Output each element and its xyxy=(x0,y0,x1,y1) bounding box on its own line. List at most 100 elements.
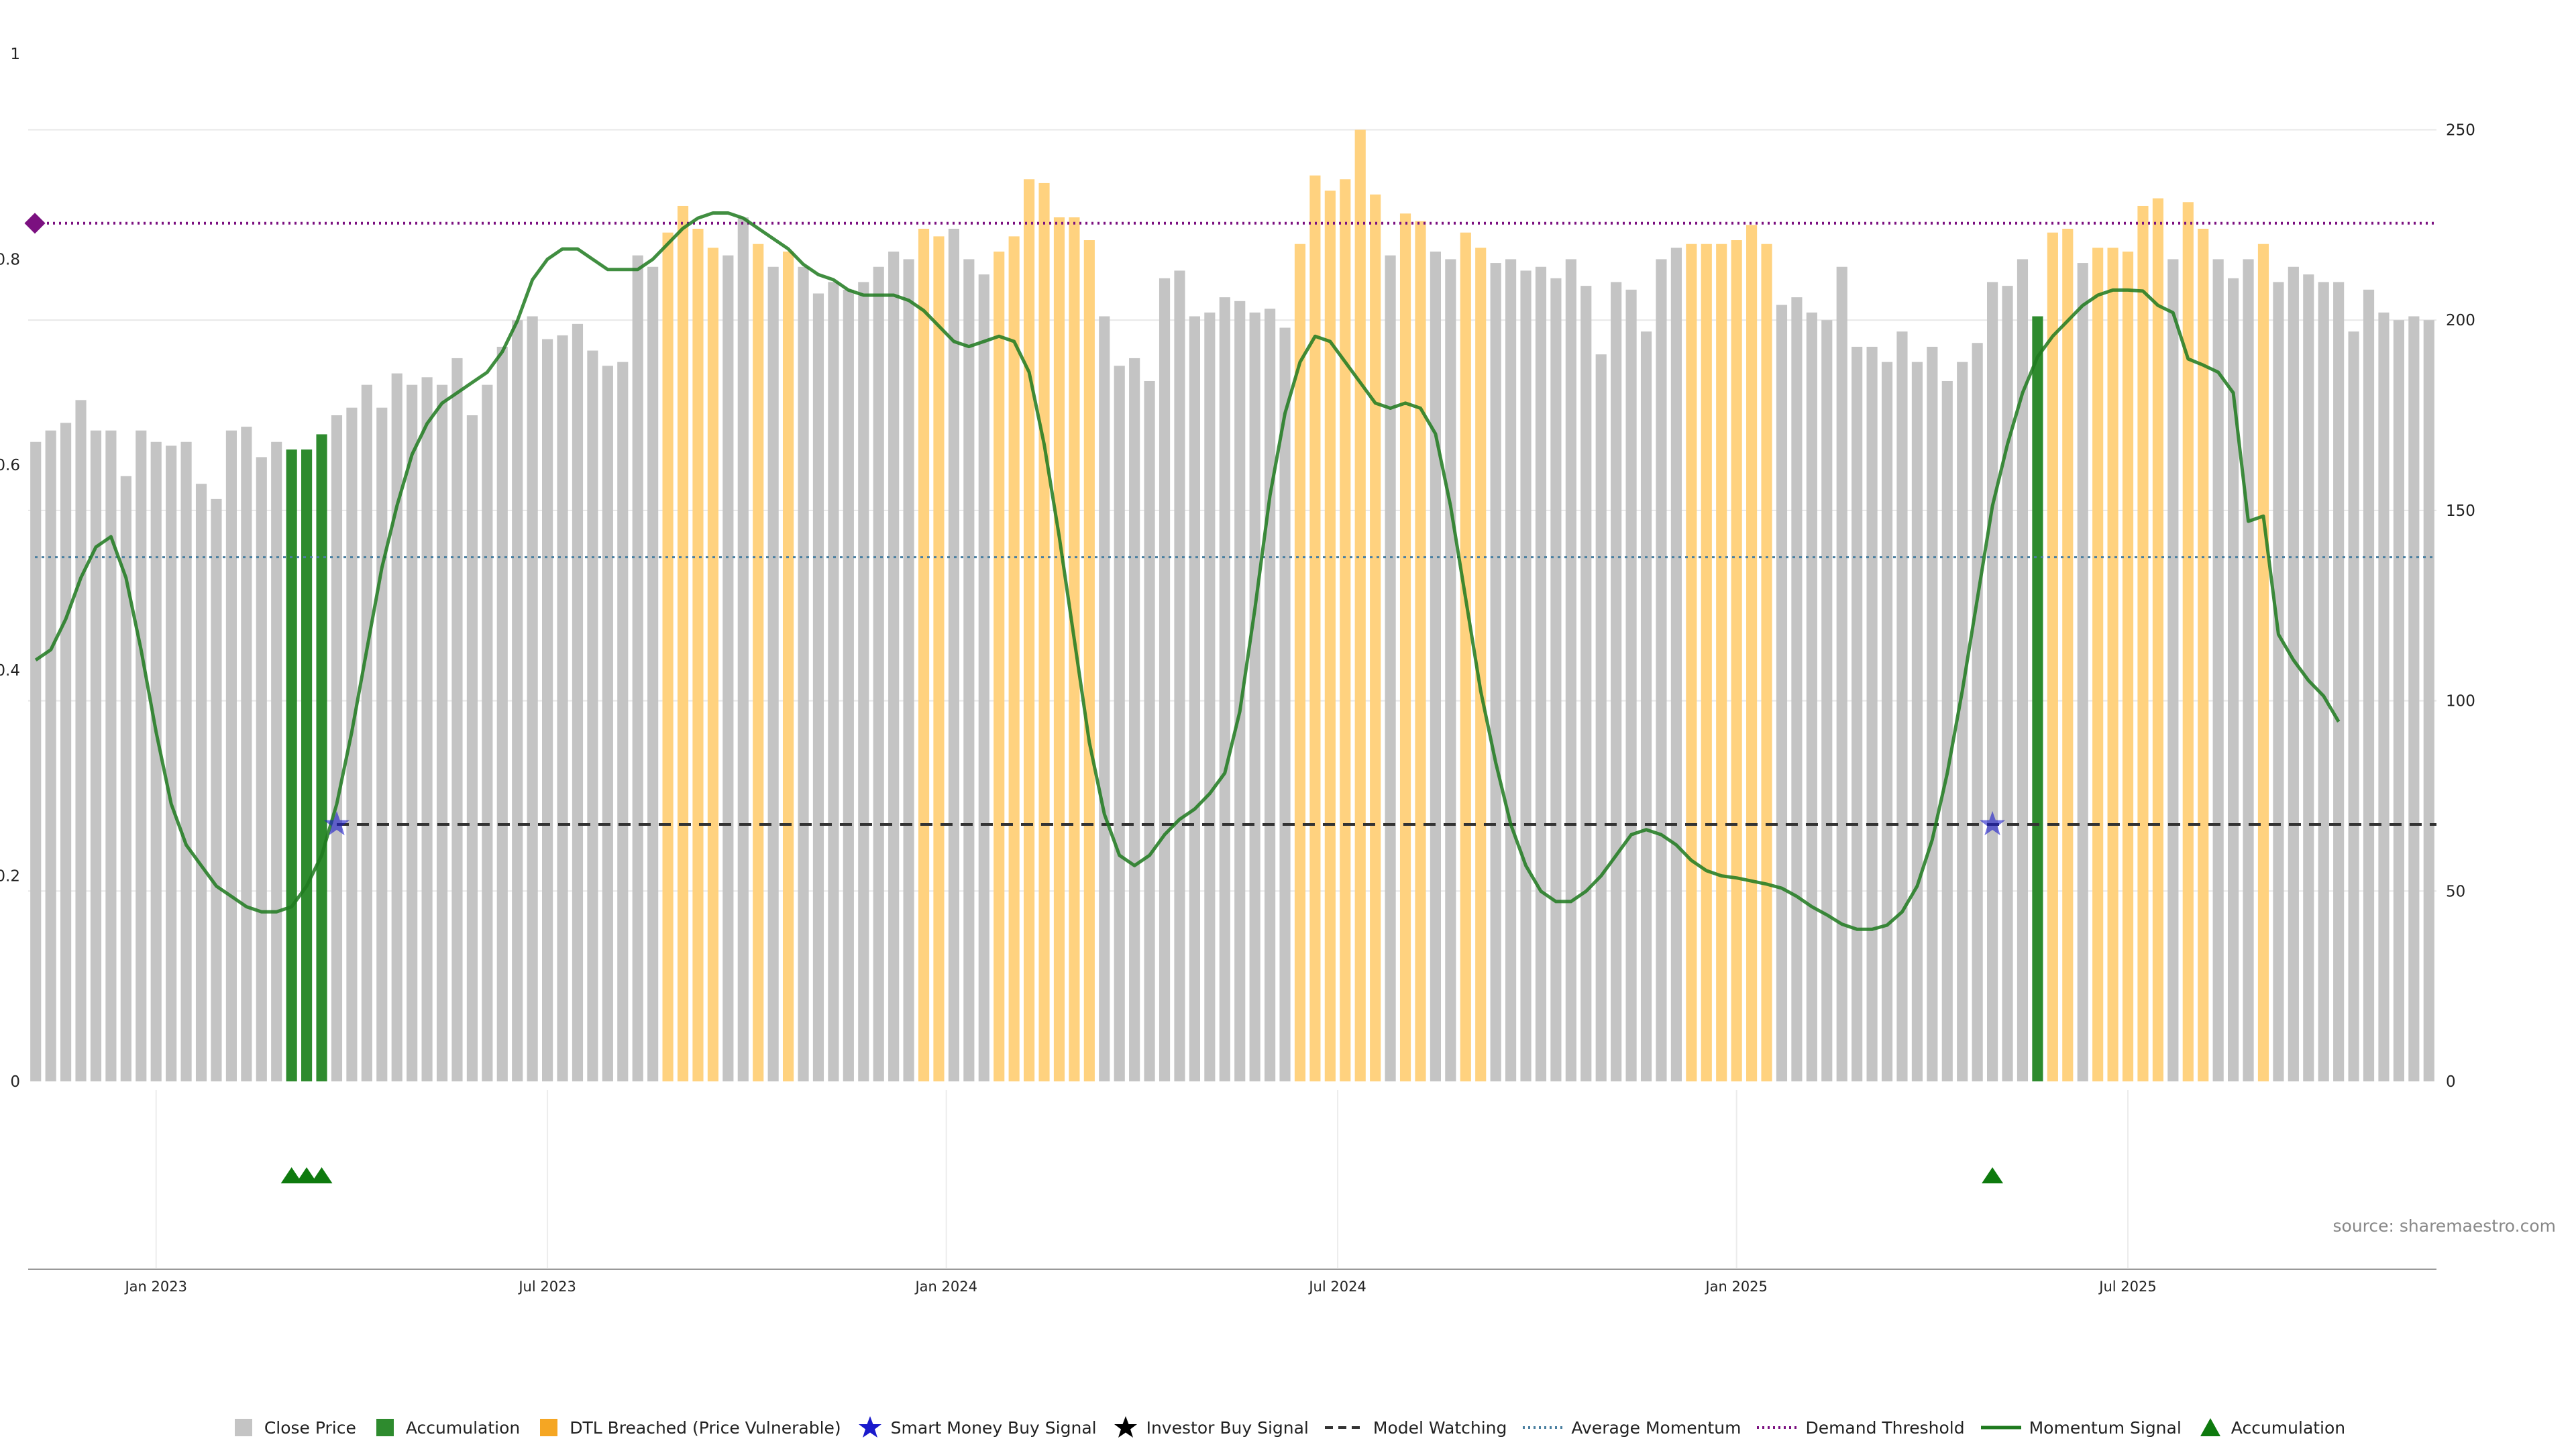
close-price-bar xyxy=(2017,259,2029,1081)
accumulation-triangle xyxy=(280,1167,303,1183)
close-price-bar xyxy=(1265,309,1276,1081)
legend-label: Close Price xyxy=(264,1417,356,1438)
close-price-bar xyxy=(1806,312,1817,1081)
dtl-bar xyxy=(2182,202,2194,1082)
demand-threshold-marker xyxy=(24,213,46,234)
close-price-bar xyxy=(858,282,869,1081)
close-price-bar xyxy=(1625,289,1637,1081)
dtl-bar xyxy=(2137,205,2149,1082)
x-axis-tick-label: Jan 2025 xyxy=(1704,1279,1768,1295)
smart-money-buy-star xyxy=(323,811,350,836)
close-price-bar xyxy=(421,377,433,1081)
legend-item: Accumulation xyxy=(2198,1415,2345,1440)
close-price-bar xyxy=(90,430,102,1081)
accumulation-bar xyxy=(316,434,327,1081)
close-price-bar xyxy=(1927,346,1938,1081)
legend-item: Momentum Signal xyxy=(1980,1415,2182,1440)
accumulation-bar xyxy=(301,449,313,1081)
dtl-bar xyxy=(1460,232,1471,1081)
close-price-bar xyxy=(1941,380,1953,1081)
dtl-bar xyxy=(2122,252,2134,1081)
close-price-bar xyxy=(1881,362,1893,1081)
close-price-bar xyxy=(1159,278,1171,1081)
dtl-bar xyxy=(1340,179,1351,1082)
legend-label: Demand Threshold xyxy=(1805,1417,1965,1438)
close-price-bar xyxy=(798,266,809,1081)
accumulation-bar xyxy=(2032,316,2043,1081)
dtl-bar xyxy=(2062,229,2074,1081)
close-price-bar xyxy=(1505,259,1517,1081)
grid-layer xyxy=(28,129,2436,1268)
close-price-bar xyxy=(2077,263,2088,1081)
left-axis-tick-label: 1 xyxy=(10,46,20,63)
dtl-bar xyxy=(1746,225,1758,1081)
close-price-bar xyxy=(963,259,975,1081)
close-price-bar xyxy=(150,441,162,1081)
close-price-bar xyxy=(2333,282,2345,1081)
close-price-bar xyxy=(436,384,448,1081)
dtl-bar xyxy=(753,244,764,1081)
close-price-bar xyxy=(903,259,914,1081)
close-price-bar xyxy=(1114,366,1125,1081)
dotted-blue-line-icon xyxy=(1523,1426,1564,1429)
right-axis-tick-label: 0 xyxy=(2446,1073,2456,1091)
dtl-bar xyxy=(1716,244,1727,1081)
close-price-bar xyxy=(812,293,824,1081)
close-price-bar xyxy=(2243,259,2254,1081)
close-price-bar xyxy=(1490,263,1501,1081)
dtl-bar xyxy=(1324,191,1336,1082)
close-price-bar xyxy=(1535,266,1547,1081)
close-price-bar xyxy=(2288,266,2299,1081)
black-star-icon xyxy=(1114,1416,1137,1438)
close-price-bar xyxy=(512,320,523,1081)
dashed-line-icon xyxy=(1324,1426,1365,1429)
close-price-bar xyxy=(767,266,779,1081)
close-price-bar xyxy=(1821,320,1833,1081)
close-price-bar xyxy=(60,423,72,1081)
close-price-bar xyxy=(1836,266,1847,1081)
source-label: source: sharemaestro.com xyxy=(2333,1216,2557,1236)
close-price-bar xyxy=(45,430,56,1081)
close-price-bar xyxy=(331,415,343,1081)
signal-markers xyxy=(24,213,2006,1183)
close-price-bar xyxy=(1279,327,1291,1081)
momentum-signal-line xyxy=(34,211,2341,931)
close-price-bar xyxy=(1520,270,1532,1081)
close-price-bar xyxy=(1896,331,1908,1081)
close-price-bar xyxy=(572,323,584,1081)
close-price-bar xyxy=(2212,259,2224,1081)
dtl-bar xyxy=(1008,236,1020,1081)
close-price-bar xyxy=(271,441,282,1081)
dtl-bar xyxy=(1024,179,1035,1082)
dtl-bar xyxy=(2107,248,2118,1081)
legend-label: Accumulation xyxy=(405,1417,521,1438)
close-price-bar xyxy=(1550,278,1562,1081)
left-axis-tick-label: 0 xyxy=(10,1073,20,1091)
close-price-bar xyxy=(391,373,402,1081)
close-price-bar xyxy=(1580,286,1592,1081)
dtl-bar xyxy=(933,236,945,1081)
close-price-bar xyxy=(542,339,553,1081)
green-line-icon xyxy=(1980,1426,2021,1430)
right-axis-tick-label: 200 xyxy=(2446,312,2475,329)
accumulation-triangle xyxy=(1982,1167,2004,1183)
dtl-bar xyxy=(1399,213,1411,1082)
legend-item: Investor Buy Signal xyxy=(1113,1415,1309,1440)
close-price-bar xyxy=(888,252,900,1081)
close-price-bar xyxy=(1911,362,1923,1081)
close-price-bar xyxy=(1430,252,1441,1081)
right-axis-tick-label: 150 xyxy=(2446,502,2475,520)
close-price-bar xyxy=(376,407,388,1081)
close-price-bar xyxy=(195,484,207,1081)
dtl-bar xyxy=(677,205,689,1082)
close-price-bar xyxy=(587,350,598,1081)
dtl-bar xyxy=(662,232,674,1081)
close-price-bar xyxy=(1791,297,1803,1081)
close-price-bar xyxy=(1640,331,1652,1081)
right-axis-tick-label: 100 xyxy=(2446,693,2475,710)
close-price-bar xyxy=(1174,270,1185,1081)
dtl-bar xyxy=(1415,221,1426,1081)
legend-item: DTL Breached (Price Vulnerable) xyxy=(536,1415,841,1440)
close-price-bar xyxy=(2002,286,2013,1081)
green-triangle-icon xyxy=(2200,1418,2220,1436)
